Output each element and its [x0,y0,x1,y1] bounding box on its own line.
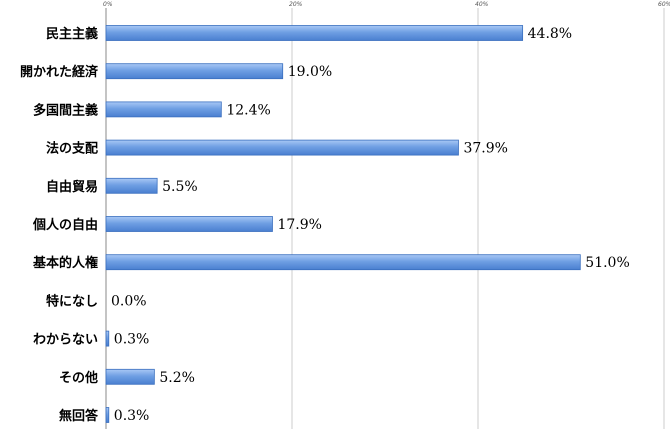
value-label: 12.4% [226,102,270,118]
value-label: 37.9% [463,141,507,157]
value-labels: 44.8% 19.0% 12.4% 37.9% 5.5% 17.9% 51.0% 0.0% 0.… [111,26,630,424]
category-label: 特になし [46,293,98,309]
value-label: 51.0% [585,255,629,271]
bar [105,216,273,232]
bar [105,177,158,194]
bar [105,25,524,41]
category-label: 無回答 [59,408,99,424]
category-label: 個人の自由 [32,217,98,233]
x-axis-ticks: 0% 20% 40% 60% [103,1,670,8]
value-label: 0.3% [114,332,150,348]
x-tick-label: 20% [289,1,303,8]
bar [105,407,110,423]
category-label: わからない [33,333,98,348]
bar [105,139,459,156]
value-label: 17.9% [277,217,321,233]
value-label: 0.0% [111,293,147,309]
category-label: 民主主義 [46,26,98,42]
bar [105,254,581,271]
x-tick-label: 0% [103,1,113,8]
bar [105,63,284,80]
x-tick-label: 40% [475,1,489,8]
value-label: 0.3% [114,408,150,424]
bar [105,368,155,385]
category-label: 法の支配 [46,141,98,157]
category-label: その他 [59,370,98,386]
category-label: 多国間主義 [33,102,98,118]
category-label: 開かれた経済 [20,64,99,80]
category-label: 自由貿易 [46,179,98,195]
bars [105,25,581,423]
category-labels: 民主主義開かれた経済多国間主義法の支配自由貿易個人の自由基本的人権特になしわから… [20,26,99,424]
value-label: 5.5% [162,179,198,195]
category-label: 基本的人権 [32,255,98,271]
bar [105,101,222,118]
value-label: 19.0% [288,64,332,80]
x-tick-label: 60% [658,1,670,8]
value-label: 5.2% [159,370,195,386]
bar [105,330,110,347]
value-label: 44.8% [528,26,572,42]
